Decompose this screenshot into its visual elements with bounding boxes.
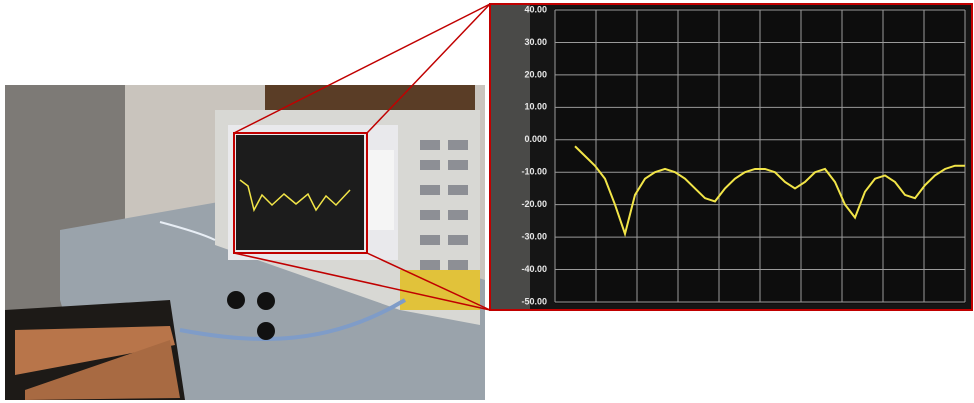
softkeys <box>366 150 394 230</box>
y-tick-label: -40.00 <box>521 264 547 274</box>
connector-part <box>227 291 245 309</box>
connector-part <box>257 292 275 310</box>
y-tick-label: 10.00 <box>524 102 547 112</box>
y-tick-label: -50.00 <box>521 296 547 306</box>
page: {"chart_data": {"type": "line", "categor… <box>0 0 974 403</box>
y-tick-label: -20.00 <box>521 199 547 209</box>
y-tick-label: -10.00 <box>521 167 547 177</box>
y-tick-label: 0.000 <box>524 134 547 144</box>
y-tick-label: -30.00 <box>521 231 547 241</box>
y-tick-label: 20.00 <box>524 69 547 79</box>
scene: 40.00 30.00 20.00 10.00 0.000 -10.00 -20.00 -30… <box>0 0 974 403</box>
analyzer-screen <box>236 135 364 250</box>
port-panel <box>400 270 480 310</box>
y-tick-label: 40.00 <box>524 4 547 14</box>
y-tick-label: 30.00 <box>524 37 547 47</box>
connector-part <box>257 322 275 340</box>
